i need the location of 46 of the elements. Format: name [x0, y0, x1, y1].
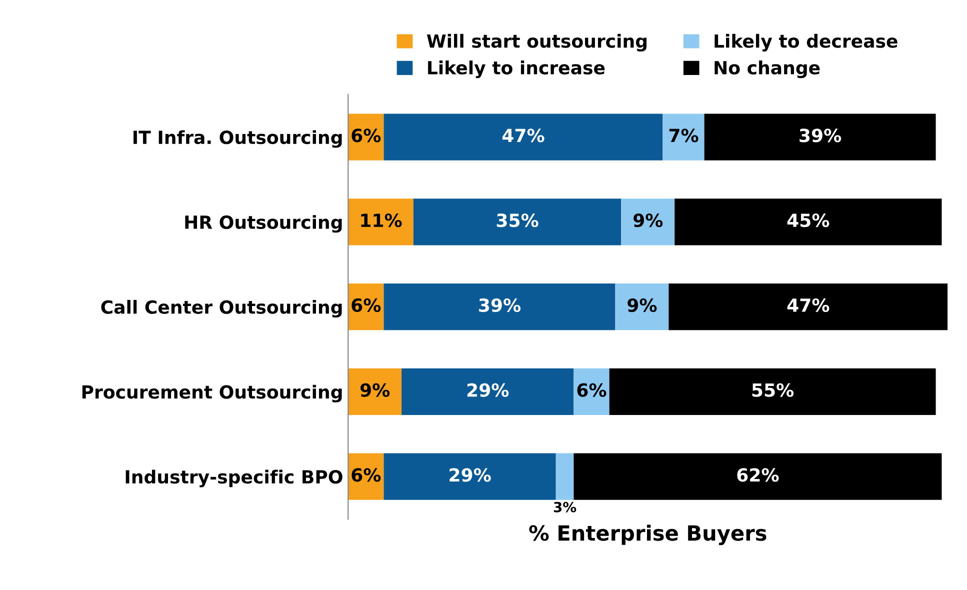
data-label: 6%: [352, 128, 381, 142]
data-label: 45%: [787, 214, 830, 228]
bar: [704, 114, 936, 160]
data-label: 47%: [787, 298, 830, 312]
legend-label: Will start outsourcing: [426, 34, 647, 52]
y-tick-label: Call Center Outsourcing: [101, 300, 342, 318]
data-label: 3%: [554, 502, 576, 512]
data-label: 35%: [496, 214, 538, 228]
data-label: 6%: [352, 298, 381, 312]
data-label: 6%: [352, 468, 381, 482]
y-tick-label: Procurement Outsourcing: [82, 384, 342, 402]
bar: [574, 453, 942, 500]
bar: [662, 114, 704, 160]
data-label: 47%: [502, 128, 544, 142]
data-label: 11%: [361, 214, 402, 228]
legend-label: No change: [714, 60, 820, 78]
bar: [348, 368, 402, 416]
data-label: 9%: [633, 214, 663, 228]
data-label: 39%: [479, 298, 521, 312]
bar: [402, 368, 574, 416]
bar: [348, 198, 414, 246]
bar: [668, 283, 948, 330]
bar: [384, 453, 556, 500]
y-tick-label: Industry-specific BPO: [126, 470, 342, 488]
bar: [674, 198, 942, 246]
data-label: 9%: [628, 298, 657, 312]
data-label: 62%: [737, 468, 779, 482]
y-tick-label: HR Outsourcing: [185, 215, 342, 233]
data-label: 39%: [800, 128, 842, 142]
data-label: 29%: [450, 468, 491, 482]
data-label: 7%: [669, 128, 698, 142]
bar: [384, 283, 616, 330]
bar: [621, 198, 675, 246]
data-label: 6%: [577, 383, 606, 397]
legend-label: Likely to decrease: [714, 34, 898, 52]
bar: [384, 114, 663, 160]
x-axis-title: % Enterprise Buyers: [529, 524, 766, 546]
data-label: 55%: [752, 383, 794, 397]
bar: [574, 368, 610, 416]
data-label: 9%: [360, 383, 390, 397]
y-tick-label: IT Infra. Outsourcing: [134, 130, 342, 148]
data-label: 29%: [467, 383, 509, 397]
bar: [615, 283, 669, 330]
bar: [609, 368, 936, 416]
legend-label: Likely to increase: [428, 60, 605, 78]
bar: [413, 198, 622, 246]
